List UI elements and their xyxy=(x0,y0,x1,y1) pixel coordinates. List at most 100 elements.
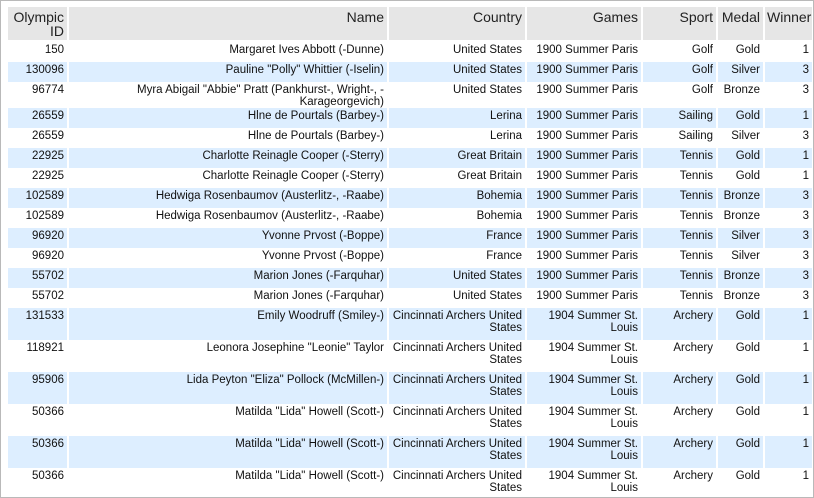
cell-olympic-id: 118921 xyxy=(8,340,67,372)
cell-olympic-id: 130096 xyxy=(8,62,67,82)
table-row: 118921 Leonora Josephine "Leonie" Taylor C… xyxy=(8,340,812,372)
cell-olympic-id: 55702 xyxy=(8,268,67,288)
cell-country: Lerina xyxy=(389,108,525,128)
cell-medal: Bronze xyxy=(718,268,763,288)
cell-medal: Gold xyxy=(718,308,763,340)
table-row: 50366 Matilda "Lida" Howell (Scott-) Cinci… xyxy=(8,436,812,468)
cell-country: Cincinnati Archers United States xyxy=(389,372,525,404)
cell-winner: 3 xyxy=(765,188,812,208)
cell-medal: Silver xyxy=(718,228,763,248)
column-header-name[interactable]: Name xyxy=(69,7,387,42)
cell-games: 1900 Summer Paris xyxy=(527,188,641,208)
cell-name: Emily Woodruff (Smiley-) xyxy=(69,308,387,340)
table-row: 55702 Marion Jones (-Farquhar) United Stat… xyxy=(8,288,812,308)
cell-sport: Sailing xyxy=(643,128,716,148)
cell-winner: 1 xyxy=(765,372,812,404)
table-row: 55702 Marion Jones (-Farquhar) United Stat… xyxy=(8,268,812,288)
cell-country: United States xyxy=(389,62,525,82)
cell-games: 1900 Summer Paris xyxy=(527,268,641,288)
column-header-winner[interactable]: Winner xyxy=(765,7,812,42)
cell-games: 1900 Summer Paris xyxy=(527,62,641,82)
cell-name: Marion Jones (-Farquhar) xyxy=(69,268,387,288)
cell-country: France xyxy=(389,228,525,248)
cell-name: Charlotte Reinagle Cooper (-Sterry) xyxy=(69,168,387,188)
cell-olympic-id: 26559 xyxy=(8,108,67,128)
cell-games: 1904 Summer St. Louis xyxy=(527,372,641,404)
table-row: 96774 Myra Abigail "Abbie" Pratt (Pankhur… xyxy=(8,82,812,108)
cell-olympic-id: 96920 xyxy=(8,248,67,268)
table-row: 96920 Yvonne Prvost (-Boppe) France 1900 Su… xyxy=(8,248,812,268)
cell-sport: Tennis xyxy=(643,268,716,288)
cell-sport: Tennis xyxy=(643,288,716,308)
cell-sport: Golf xyxy=(643,42,716,62)
column-header-sport[interactable]: Sport xyxy=(643,7,716,42)
cell-games: 1900 Summer Paris xyxy=(527,248,641,268)
cell-olympic-id: 102589 xyxy=(8,188,67,208)
cell-medal: Gold xyxy=(718,404,763,436)
cell-winner: 1 xyxy=(765,340,812,372)
cell-sport: Tennis xyxy=(643,208,716,228)
cell-games: 1900 Summer Paris xyxy=(527,208,641,228)
cell-medal: Gold xyxy=(718,468,763,497)
cell-country: United States xyxy=(389,82,525,108)
cell-winner: 1 xyxy=(765,404,812,436)
cell-name: Myra Abigail "Abbie" Pratt (Pankhurst-, … xyxy=(69,82,387,108)
cell-sport: Golf xyxy=(643,62,716,82)
cell-olympic-id: 96774 xyxy=(8,82,67,108)
cell-country: United States xyxy=(389,268,525,288)
cell-games: 1900 Summer Paris xyxy=(527,168,641,188)
cell-olympic-id: 26559 xyxy=(8,128,67,148)
cell-winner: 1 xyxy=(765,42,812,62)
cell-games: 1904 Summer St. Louis xyxy=(527,308,641,340)
cell-name: Yvonne Prvost (-Boppe) xyxy=(69,228,387,248)
cell-olympic-id: 50366 xyxy=(8,436,67,468)
cell-winner: 3 xyxy=(765,228,812,248)
table-row: 50366 Matilda "Lida" Howell (Scott-) Cinci… xyxy=(8,468,812,497)
cell-name: Hedwiga Rosenbaumov (Austerlitz-, -Raabe… xyxy=(69,208,387,228)
cell-sport: Sailing xyxy=(643,108,716,128)
cell-games: 1900 Summer Paris xyxy=(527,108,641,128)
column-header-games[interactable]: Games xyxy=(527,7,641,42)
cell-winner: 3 xyxy=(765,82,812,108)
cell-games: 1900 Summer Paris xyxy=(527,128,641,148)
cell-country: Bohemia xyxy=(389,188,525,208)
cell-olympic-id: 96920 xyxy=(8,228,67,248)
cell-name: Matilda "Lida" Howell (Scott-) xyxy=(69,436,387,468)
table-row: 102589 Hedwiga Rosenbaumov (Austerlitz-, … xyxy=(8,188,812,208)
column-header-medal[interactable]: Medal xyxy=(718,7,763,42)
cell-olympic-id: 55702 xyxy=(8,288,67,308)
cell-medal: Silver xyxy=(718,128,763,148)
table-row: 95906 Lida Peyton "Eliza" Pollock (McMill… xyxy=(8,372,812,404)
cell-name: Yvonne Prvost (-Boppe) xyxy=(69,248,387,268)
table-row: 26559 Hlne de Pourtals (Barbey-) Lerina 190… xyxy=(8,108,812,128)
column-header-country[interactable]: Country xyxy=(389,7,525,42)
cell-olympic-id: 22925 xyxy=(8,148,67,168)
table-row: 130096 Pauline "Polly" Whittier (-Iselin)… xyxy=(8,62,812,82)
cell-winner: 1 xyxy=(765,468,812,497)
cell-name: Matilda "Lida" Howell (Scott-) xyxy=(69,404,387,436)
cell-name: Marion Jones (-Farquhar) xyxy=(69,288,387,308)
column-header-olympic-id[interactable]: Olympic ID xyxy=(8,7,67,42)
cell-name: Leonora Josephine "Leonie" Taylor xyxy=(69,340,387,372)
cell-country: Great Britain xyxy=(389,148,525,168)
cell-winner: 3 xyxy=(765,248,812,268)
cell-olympic-id: 131533 xyxy=(8,308,67,340)
cell-winner: 1 xyxy=(765,308,812,340)
cell-medal: Bronze xyxy=(718,208,763,228)
table-row: 26559 Hlne de Pourtals (Barbey-) Lerina 190… xyxy=(8,128,812,148)
cell-winner: 3 xyxy=(765,208,812,228)
olympic-medal-table: Olympic ID Name Country Games Sport Meda… xyxy=(6,7,813,497)
cell-country: Cincinnati Archers United States xyxy=(389,436,525,468)
cell-olympic-id: 95906 xyxy=(8,372,67,404)
table-row: 102589 Hedwiga Rosenbaumov (Austerlitz-, … xyxy=(8,208,812,228)
cell-olympic-id: 102589 xyxy=(8,208,67,228)
cell-sport: Archery xyxy=(643,404,716,436)
cell-games: 1904 Summer St. Louis xyxy=(527,340,641,372)
cell-sport: Archery xyxy=(643,436,716,468)
cell-winner: 3 xyxy=(765,128,812,148)
cell-medal: Gold xyxy=(718,340,763,372)
cell-olympic-id: 22925 xyxy=(8,168,67,188)
cell-winner: 3 xyxy=(765,268,812,288)
cell-games: 1900 Summer Paris xyxy=(527,42,641,62)
